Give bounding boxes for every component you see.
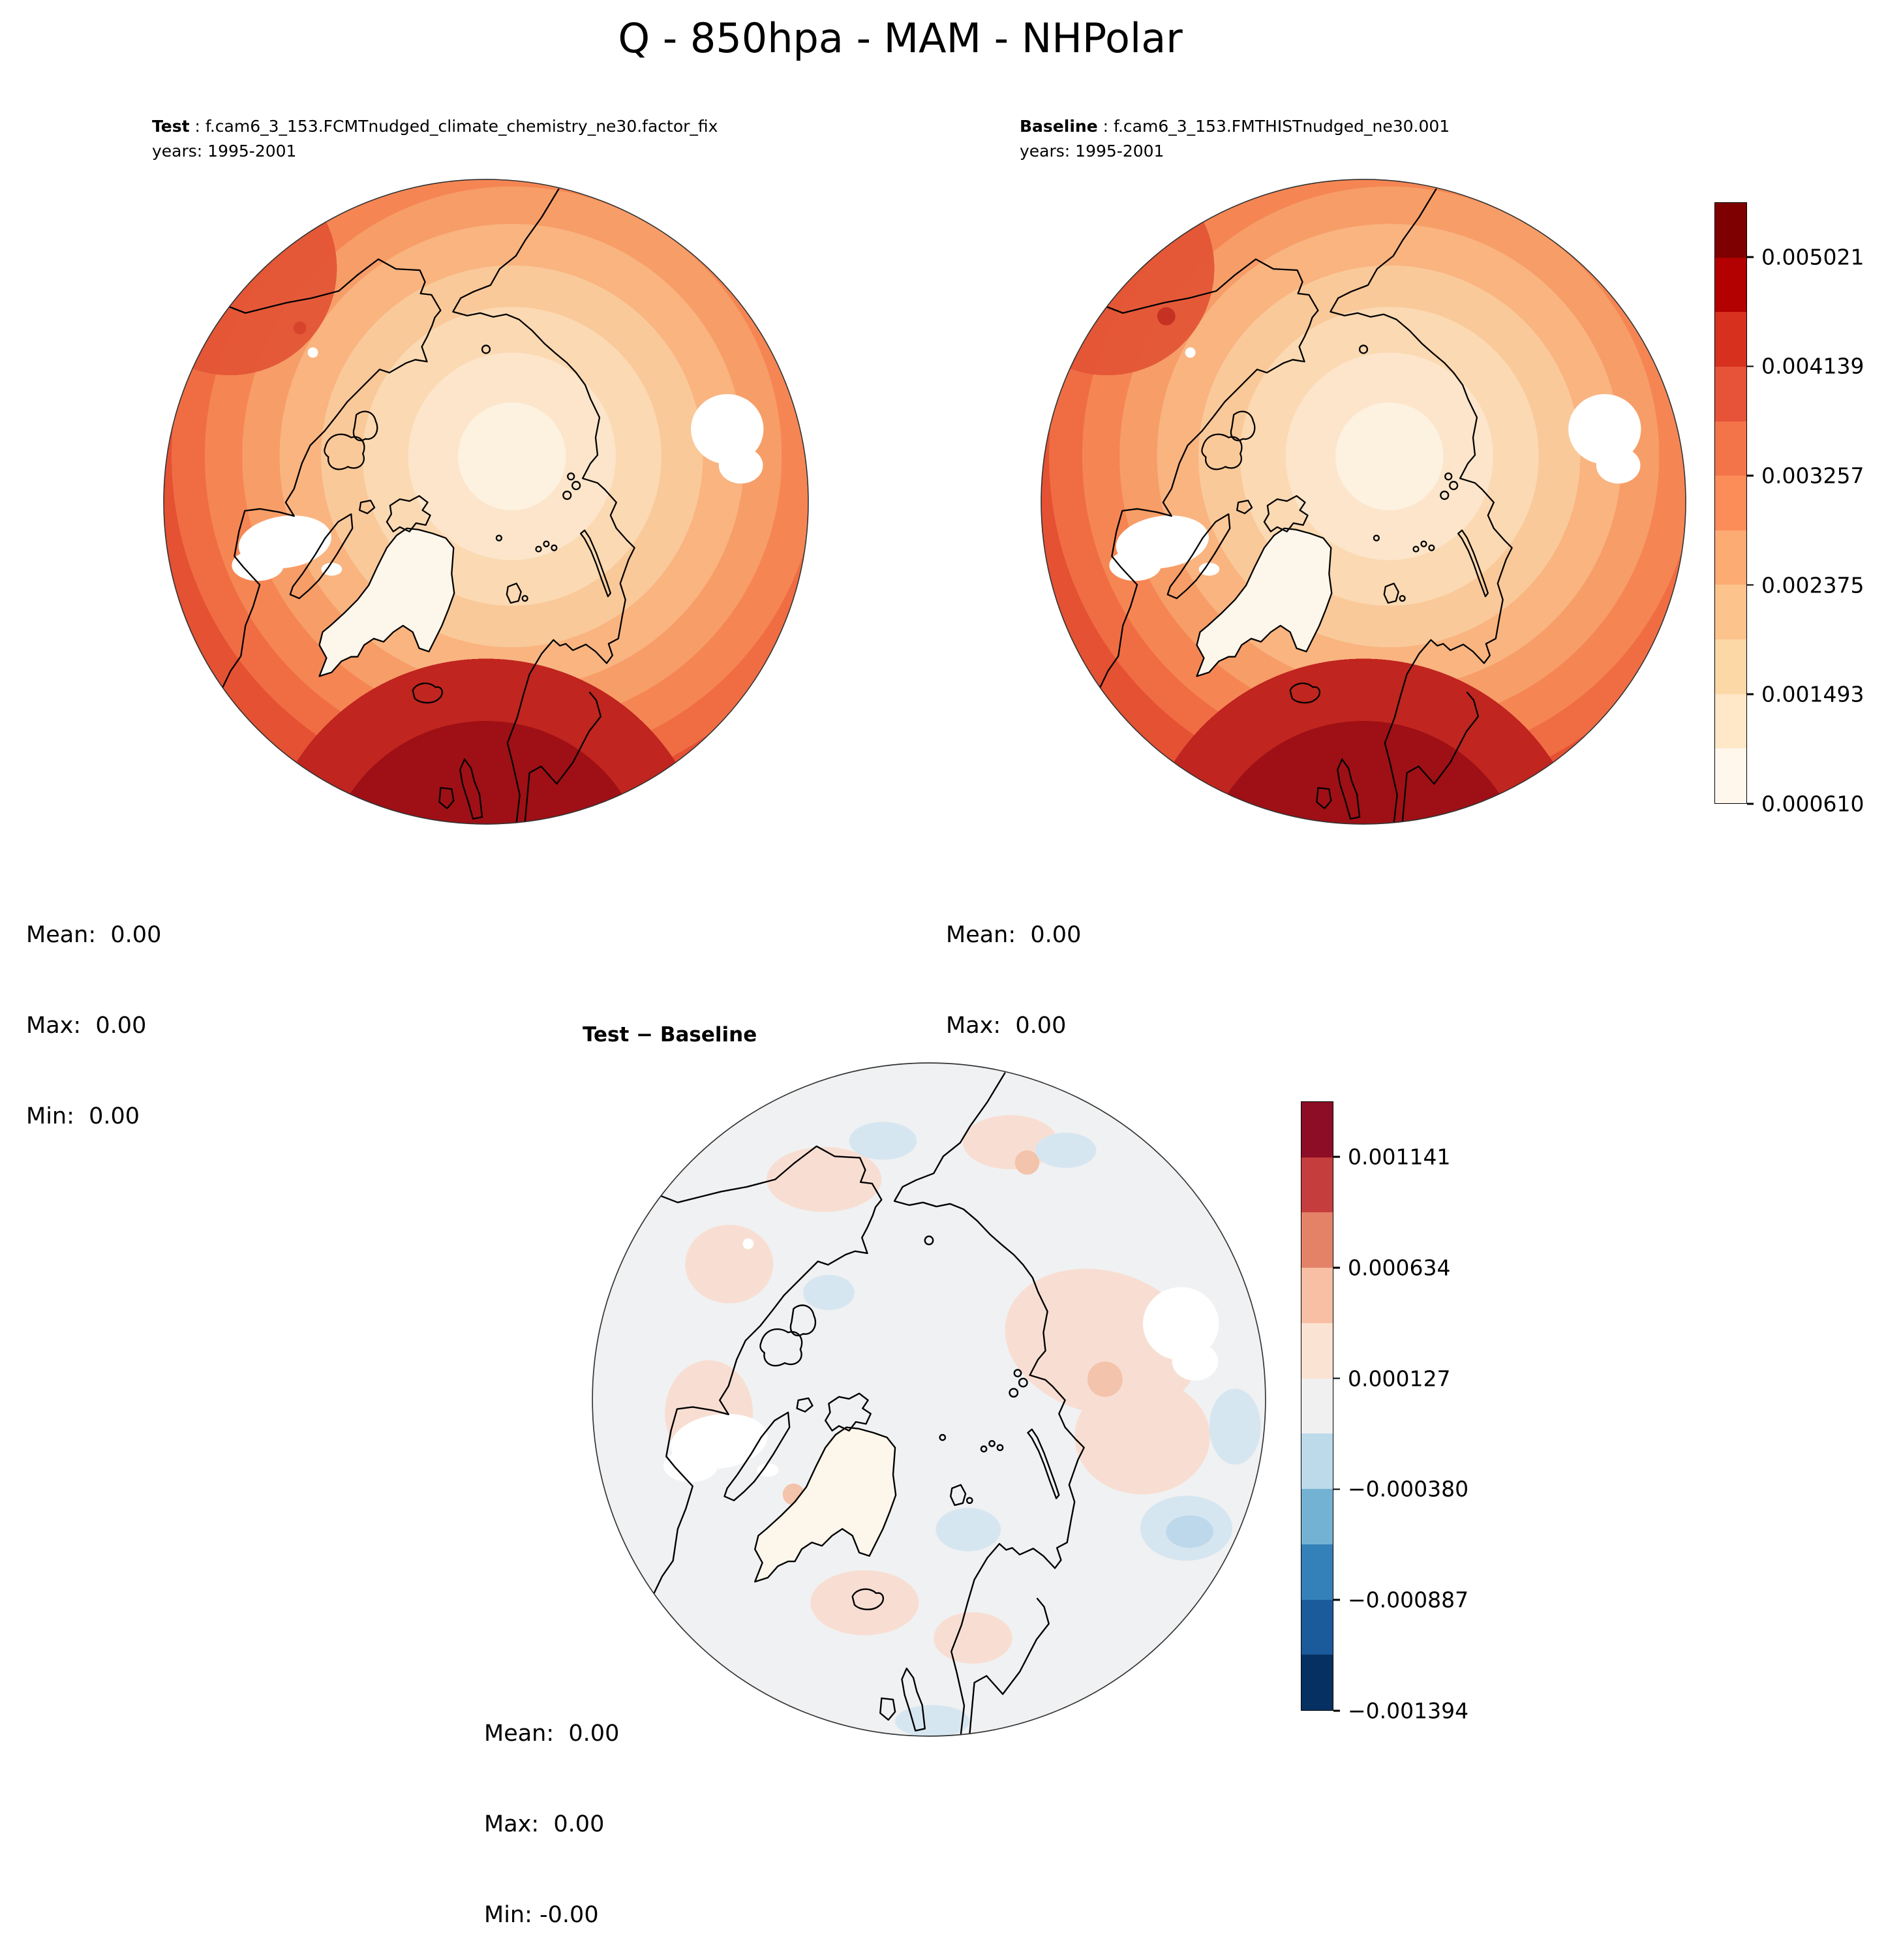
diff-min: Min: -0.00 [484, 1901, 599, 1928]
colorbar-segment [1301, 1102, 1333, 1157]
colorbar-tick: −0.001394 [1333, 1698, 1468, 1724]
colorbar-tick-label: 0.000610 [1761, 791, 1864, 817]
map-boundary [1041, 179, 1686, 825]
main-colorbar-bar [1714, 202, 1747, 804]
colorbar-tickmark [1747, 803, 1754, 805]
colorbar-segment [1301, 1544, 1333, 1600]
test-min: Min: 0.00 [26, 1103, 140, 1129]
colorbar-tick-label: −0.001394 [1348, 1698, 1469, 1724]
diff-cool-anomalies [802, 1122, 1261, 1736]
baseline-run-name: : f.cam6_3_153.FMTHISTnudged_ne30.001 [1097, 117, 1450, 136]
colorbar-tickmark [1333, 1599, 1340, 1601]
colorbar-segment [1301, 1268, 1333, 1323]
diff-colorbar-ticks: 0.001141 0.000634 0.000127 −0.000380 −0.0008… [1333, 1101, 1510, 1724]
colorbar-tick-label: 0.004139 [1761, 353, 1864, 379]
colorbar-tickmark [1747, 474, 1754, 477]
colorbar-segment [1301, 1489, 1333, 1544]
test-run-name: : f.cam6_3_153.FCMTnudged_climate_chemis… [189, 117, 718, 136]
colorbar-segment [1715, 421, 1746, 476]
colorbar-segment [1715, 257, 1746, 313]
colorbar-tick-label: 0.001493 [1761, 681, 1864, 707]
colorbar-tick: 0.000610 [1747, 791, 1864, 817]
baseline-years: years: 1995-2001 [1020, 141, 1164, 161]
colorbar-segment [1301, 1433, 1333, 1490]
colorbar-tickmark [1333, 1709, 1340, 1712]
colorbar-tick-label: −0.000380 [1348, 1476, 1469, 1502]
colorbar-tickmark [1333, 1266, 1340, 1269]
colorbar-segment [1301, 1157, 1333, 1213]
test-field-topleft-band [163, 179, 809, 825]
test-mean: Mean: 0.00 [26, 922, 162, 949]
diff-stats: Mean: 0.00 Max: 0.00 Min: -0.00 [484, 1659, 619, 1960]
colorbar-tick-label: −0.000887 [1348, 1587, 1469, 1613]
diff-max: Max: 0.00 [484, 1811, 605, 1837]
map-boundary [163, 179, 809, 825]
test-stats: Mean: 0.00 Max: 0.00 Min: 0.00 [26, 860, 161, 1161]
colorbar-segment [1715, 366, 1746, 421]
baseline-max: Max: 0.00 [946, 1012, 1067, 1039]
colorbar-segment [1715, 585, 1746, 640]
colorbar-segment [1301, 1212, 1333, 1268]
test-years: years: 1995-2001 [152, 141, 297, 161]
colorbar-segment [1715, 312, 1746, 367]
colorbar-tick-label: 0.000127 [1348, 1366, 1451, 1392]
colorbar-tickmark [1333, 1377, 1340, 1379]
colorbar-tick: −0.000380 [1333, 1477, 1468, 1502]
colorbar-segment [1301, 1599, 1333, 1655]
colorbar-segment [1715, 203, 1746, 258]
colorbar-tick: −0.000887 [1333, 1587, 1468, 1613]
colorbar-segment [1301, 1378, 1333, 1434]
baseline-map [1041, 179, 1686, 825]
diff-colorbar-bar [1301, 1101, 1333, 1711]
diff-warm-anomalies [665, 1115, 1210, 1664]
colorbar-tick: 0.000127 [1333, 1366, 1450, 1391]
colorbar-tickmark [1747, 365, 1754, 367]
diff-map [592, 1062, 1266, 1737]
baseline-label: Baseline [1020, 117, 1098, 136]
colorbar-tick: 0.001493 [1747, 682, 1864, 707]
colorbar-tick-label: 0.000634 [1348, 1255, 1451, 1281]
diff-mean: Mean: 0.00 [484, 1721, 620, 1747]
baseline-mean: Mean: 0.00 [946, 922, 1082, 949]
colorbar-tick: 0.003257 [1747, 463, 1864, 489]
colorbar-tick-label: 0.003257 [1761, 463, 1864, 489]
colorbar-tick: 0.004139 [1747, 354, 1864, 379]
colorbar-tickmark [1333, 1156, 1340, 1158]
test-map [163, 179, 809, 825]
colorbar-tick: 0.000634 [1333, 1255, 1450, 1280]
colorbar-tick-label: 0.002375 [1761, 572, 1864, 598]
main-colorbar: 0.005021 0.004139 0.003257 0.002375 0.001493… [1714, 202, 1901, 817]
colorbar-tickmark [1747, 584, 1754, 586]
colorbar-segment [1715, 748, 1746, 804]
diff-colorbar: 0.001141 0.000634 0.000127 −0.000380 −0.0008… [1301, 1101, 1510, 1724]
colorbar-segment [1715, 694, 1746, 749]
colorbar-segment [1715, 530, 1746, 585]
figure-title: Q - 850hpa - MAM - NHPolar [618, 14, 1183, 62]
colorbar-tick: 0.002375 [1747, 572, 1864, 598]
colorbar-segment [1715, 639, 1746, 694]
diff-panel-title: Test − Baseline [583, 1023, 757, 1047]
baseline-field-topleft-band [1041, 179, 1686, 825]
colorbar-tick: 0.005021 [1747, 244, 1864, 269]
test-run-line: Test : f.cam6_3_153.FCMTnudged_climate_c… [152, 114, 718, 139]
colorbar-segment [1301, 1655, 1333, 1711]
test-annotation: Test : f.cam6_3_153.FCMTnudged_climate_c… [152, 114, 718, 163]
colorbar-tick: 0.001141 [1333, 1144, 1450, 1170]
colorbar-tickmark [1747, 256, 1754, 258]
colorbar-segment [1715, 476, 1746, 530]
colorbar-tickmark [1747, 693, 1754, 696]
diff-cool-anomalies-strong [1166, 1515, 1213, 1548]
baseline-annotation: Baseline : f.cam6_3_153.FMTHISTnudged_ne… [1020, 114, 1450, 163]
test-max: Max: 0.00 [26, 1012, 147, 1039]
main-colorbar-ticks: 0.005021 0.004139 0.003257 0.002375 0.001493… [1747, 202, 1901, 817]
map-boundary [592, 1062, 1266, 1737]
baseline-hotspot [1157, 307, 1176, 326]
test-hotspot [293, 321, 307, 335]
baseline-run-line: Baseline : f.cam6_3_153.FMTHISTnudged_ne… [1020, 114, 1450, 139]
colorbar-tickmark [1333, 1488, 1340, 1490]
test-label: Test [152, 117, 190, 136]
colorbar-tick-label: 0.005021 [1761, 244, 1864, 270]
colorbar-tick-label: 0.001141 [1348, 1144, 1451, 1170]
colorbar-segment [1301, 1323, 1333, 1379]
